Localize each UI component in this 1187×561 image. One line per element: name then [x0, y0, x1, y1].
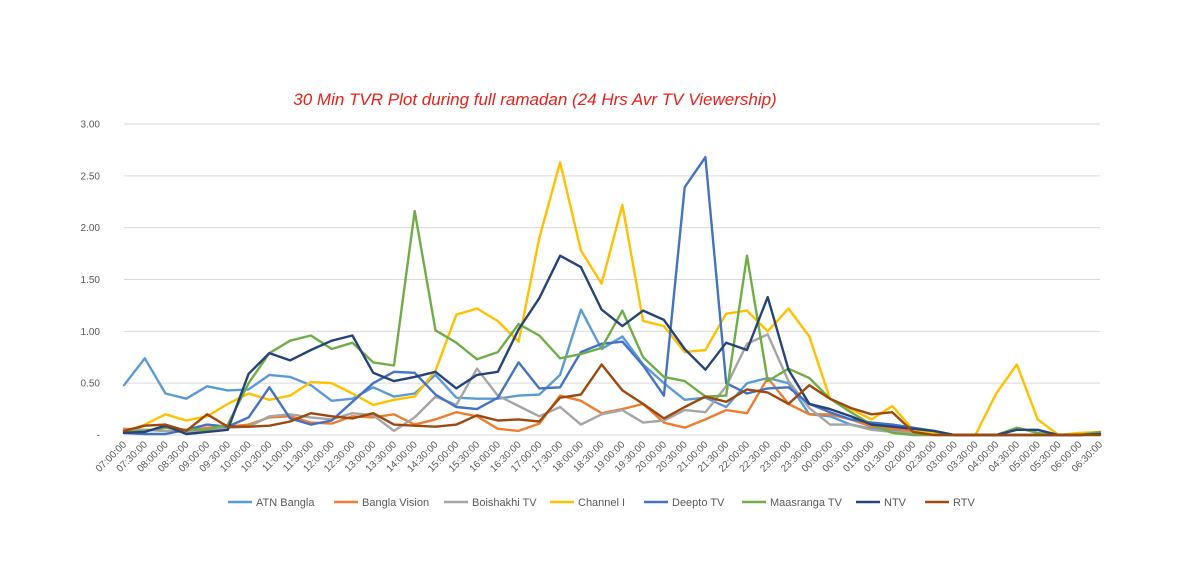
y-axis-tick-labels: - 0.50 1.00 1.50 2.00 2.50 3.00 — [81, 120, 101, 442]
legend-label: Deepto TV — [672, 497, 725, 509]
legend: ATN Bangla Bangla Vision Boishakhi TV Chann… — [228, 497, 975, 509]
series-line-channel-i — [122, 161, 1102, 437]
y-tick-label: 2.50 — [81, 171, 101, 182]
legend-entry: Boishakhi TV — [444, 497, 537, 509]
series-lines — [122, 155, 1102, 437]
series-line-boishakhi-tv — [122, 333, 1102, 437]
legend-entry: Bangla Vision — [334, 497, 429, 509]
y-tick-label: 1.00 — [81, 327, 101, 338]
legend-label: ATN Bangla — [256, 497, 315, 509]
legend-entry: RTV — [925, 497, 975, 509]
legend-label: NTV — [884, 497, 907, 509]
y-tick-label: 1.50 — [81, 275, 101, 286]
legend-label: Bangla Vision — [362, 497, 429, 509]
legend-entry: Channel I — [550, 497, 625, 509]
legend-entry: NTV — [856, 497, 907, 509]
y-tick-label: 0.50 — [81, 379, 101, 390]
legend-label: Channel I — [578, 497, 625, 509]
y-tick-label: 3.00 — [81, 120, 101, 131]
series-line-rtv — [122, 363, 1102, 437]
legend-entry: ATN Bangla — [228, 497, 315, 509]
legend-label: Maasranga TV — [770, 497, 843, 509]
y-tick-label: - — [97, 431, 100, 442]
legend-entry: Deepto TV — [644, 497, 725, 509]
legend-entry: Maasranga TV — [742, 497, 843, 509]
chart-title: 30 Min TVR Plot during full ramadan (24 … — [293, 90, 776, 109]
y-tick-label: 2.00 — [81, 223, 101, 234]
series-line-ntv — [122, 254, 1102, 437]
legend-label: RTV — [953, 497, 975, 509]
series-line-deepto-tv — [122, 155, 1102, 437]
legend-label: Boishakhi TV — [472, 497, 537, 509]
x-axis-tick-labels: 07:00:0007:30:0008:00:0008:30:0009:00:00… — [94, 439, 1106, 475]
